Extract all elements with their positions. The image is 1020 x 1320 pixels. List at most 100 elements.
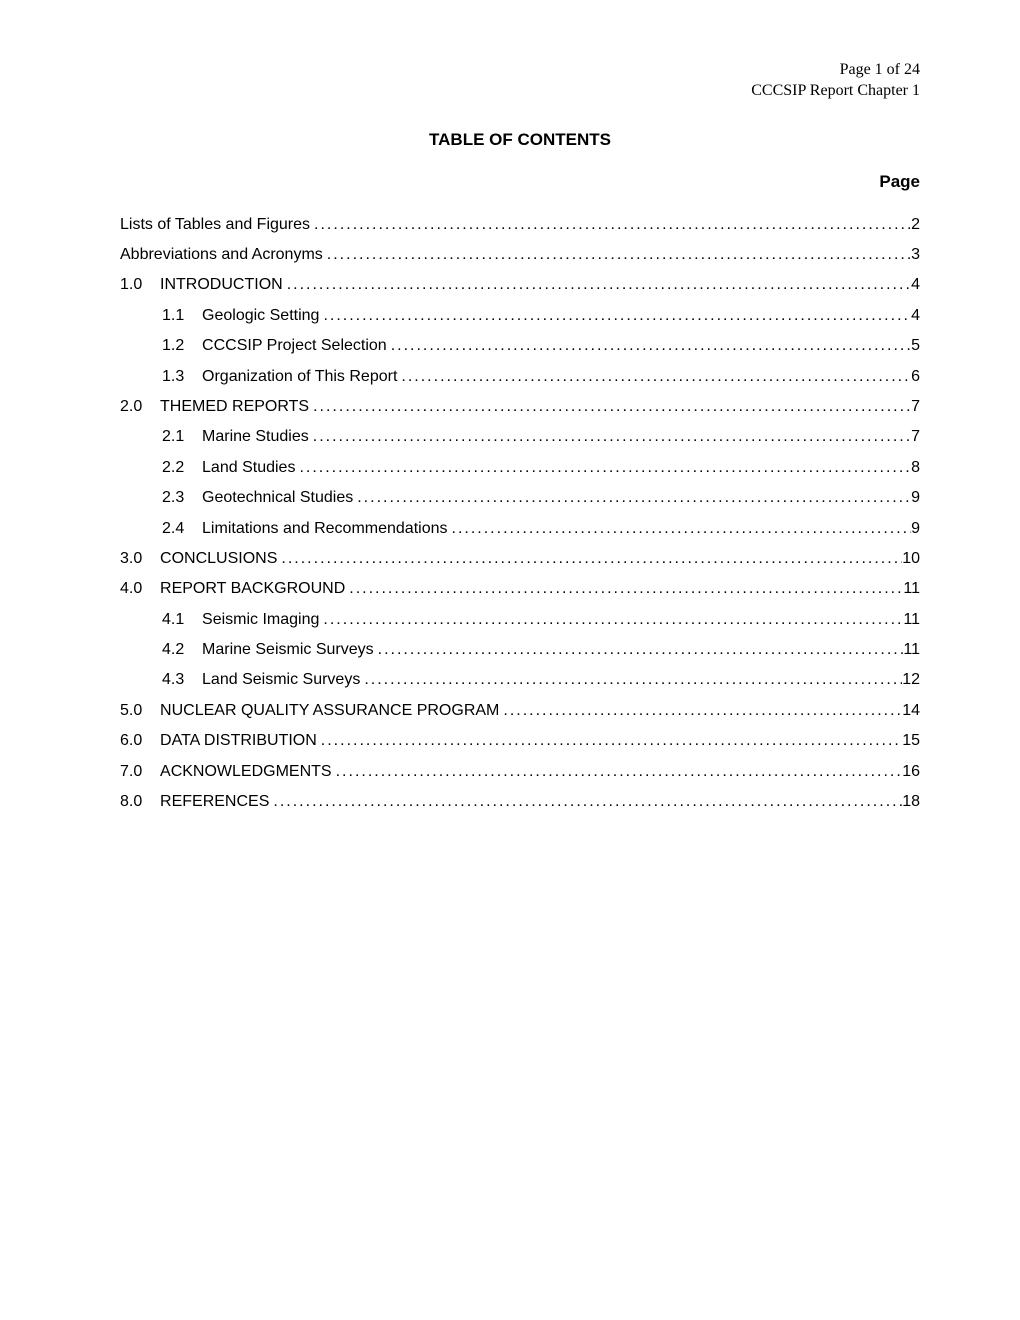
toc-page-number: 11 — [903, 635, 920, 665]
toc-dot-leader — [309, 392, 911, 422]
toc-dot-leader — [309, 422, 911, 452]
page-header: Page 1 of 24 CCCSIP Report Chapter 1 — [120, 60, 920, 102]
toc-subsection-number: 2.3 — [162, 483, 202, 513]
toc-entry: 2.4 Limitations and Recommendations 9 — [120, 514, 920, 544]
toc-entry-text: REFERENCES — [160, 787, 269, 817]
toc-page-number: 18 — [902, 787, 920, 817]
toc-dot-leader — [317, 726, 902, 756]
toc-dot-leader — [353, 483, 911, 513]
toc-entry-text: INTRODUCTION — [160, 270, 283, 300]
toc-entry-text: THEMED REPORTS — [160, 392, 309, 422]
toc-subsection-number: 4.1 — [162, 605, 202, 635]
toc-entry: 2.0 THEMED REPORTS 7 — [120, 392, 920, 422]
toc-dot-leader — [387, 331, 911, 361]
toc-page-number: 10 — [902, 544, 920, 574]
toc-entry-text: Land Studies — [202, 453, 295, 483]
toc-entry-text: CCCSIP Project Selection — [202, 331, 387, 361]
toc-dot-leader — [360, 665, 902, 695]
toc-entry: 4.0 REPORT BACKGROUND 11 — [120, 574, 920, 604]
toc-dot-leader — [397, 362, 911, 392]
page-column-label: Page — [120, 172, 920, 192]
header-line-2: CCCSIP Report Chapter 1 — [120, 81, 920, 102]
toc-entry-text: Seismic Imaging — [202, 605, 319, 635]
toc-subsection-number: 1.2 — [162, 331, 202, 361]
toc-entry-text: REPORT BACKGROUND — [160, 574, 345, 604]
toc-page-number: 16 — [902, 757, 920, 787]
toc-entry: Lists of Tables and Figures 2 — [120, 210, 920, 240]
toc-entry: 4.3 Land Seismic Surveys 12 — [120, 665, 920, 695]
toc-page-number: 8 — [911, 453, 920, 483]
toc-page-number: 15 — [902, 726, 920, 756]
toc-section-number: 1.0 — [120, 270, 160, 300]
toc-dot-leader — [374, 635, 904, 665]
toc-page-number: 9 — [911, 483, 920, 513]
toc-section-number: 3.0 — [120, 544, 160, 574]
toc-entry-text: Abbreviations and Acronyms — [120, 240, 323, 270]
toc-page-number: 4 — [911, 270, 920, 300]
toc-dot-leader — [319, 301, 911, 331]
toc-entry-text: Marine Seismic Surveys — [202, 635, 374, 665]
toc-dot-leader — [345, 574, 903, 604]
toc-dot-leader — [332, 757, 903, 787]
toc-dot-leader — [283, 270, 911, 300]
toc-page-number: 11 — [903, 605, 920, 635]
toc-title: TABLE OF CONTENTS — [120, 130, 920, 150]
toc-entry: 2.2 Land Studies 8 — [120, 453, 920, 483]
toc-page-number: 14 — [902, 696, 920, 726]
toc-entry-text: NUCLEAR QUALITY ASSURANCE PROGRAM — [160, 696, 499, 726]
toc-page-number: 2 — [911, 210, 920, 240]
toc-subsection-number: 2.1 — [162, 422, 202, 452]
toc-entry: 2.1 Marine Studies 7 — [120, 422, 920, 452]
toc-entry-text: ACKNOWLEDGMENTS — [160, 757, 332, 787]
toc-entry: 7.0 ACKNOWLEDGMENTS 16 — [120, 757, 920, 787]
toc-entry-text: Marine Studies — [202, 422, 309, 452]
toc-entry: 1.3 Organization of This Report 6 — [120, 362, 920, 392]
toc-section-number: 6.0 — [120, 726, 160, 756]
toc-dot-leader — [319, 605, 903, 635]
toc-page-number: 9 — [911, 514, 920, 544]
toc-page-number: 12 — [902, 665, 920, 695]
toc-entry: 1.0 INTRODUCTION 4 — [120, 270, 920, 300]
toc-subsection-number: 1.1 — [162, 301, 202, 331]
toc-section-number: 8.0 — [120, 787, 160, 817]
toc-section-number: 2.0 — [120, 392, 160, 422]
toc-page-number: 6 — [911, 362, 920, 392]
toc-container: Lists of Tables and Figures 2 Abbreviation… — [120, 210, 920, 818]
toc-dot-leader — [277, 544, 902, 574]
header-line-1: Page 1 of 24 — [120, 60, 920, 81]
toc-entry-text: Geotechnical Studies — [202, 483, 353, 513]
toc-entry-text: Limitations and Recommendations — [202, 514, 447, 544]
toc-page-number: 11 — [903, 574, 920, 604]
toc-entry: 3.0 CONCLUSIONS 10 — [120, 544, 920, 574]
toc-section-number: 7.0 — [120, 757, 160, 787]
toc-dot-leader — [310, 210, 911, 240]
toc-dot-leader — [269, 787, 902, 817]
toc-entry-text: Geologic Setting — [202, 301, 319, 331]
toc-subsection-number: 4.3 — [162, 665, 202, 695]
toc-entry: 5.0 NUCLEAR QUALITY ASSURANCE PROGRAM 14 — [120, 696, 920, 726]
toc-page-number: 7 — [911, 392, 920, 422]
toc-page-number: 7 — [911, 422, 920, 452]
toc-section-number: 4.0 — [120, 574, 160, 604]
toc-entry: 1.2 CCCSIP Project Selection 5 — [120, 331, 920, 361]
toc-page-number: 4 — [911, 301, 920, 331]
toc-subsection-number: 2.4 — [162, 514, 202, 544]
toc-entry: 4.2 Marine Seismic Surveys 11 — [120, 635, 920, 665]
toc-entry-text: Organization of This Report — [202, 362, 397, 392]
toc-entry-text: Land Seismic Surveys — [202, 665, 360, 695]
toc-entry-text: CONCLUSIONS — [160, 544, 277, 574]
toc-entry-text: Lists of Tables and Figures — [120, 210, 310, 240]
toc-entry-text: DATA DISTRIBUTION — [160, 726, 317, 756]
toc-entry: 6.0 DATA DISTRIBUTION 15 — [120, 726, 920, 756]
toc-subsection-number: 2.2 — [162, 453, 202, 483]
toc-dot-leader — [448, 514, 912, 544]
toc-dot-leader — [499, 696, 902, 726]
toc-entry: 2.3 Geotechnical Studies 9 — [120, 483, 920, 513]
toc-page-number: 5 — [911, 331, 920, 361]
toc-subsection-number: 4.2 — [162, 635, 202, 665]
toc-section-number: 5.0 — [120, 696, 160, 726]
toc-subsection-number: 1.3 — [162, 362, 202, 392]
toc-page-number: 3 — [911, 240, 920, 270]
toc-dot-leader — [295, 453, 911, 483]
toc-dot-leader — [323, 240, 911, 270]
